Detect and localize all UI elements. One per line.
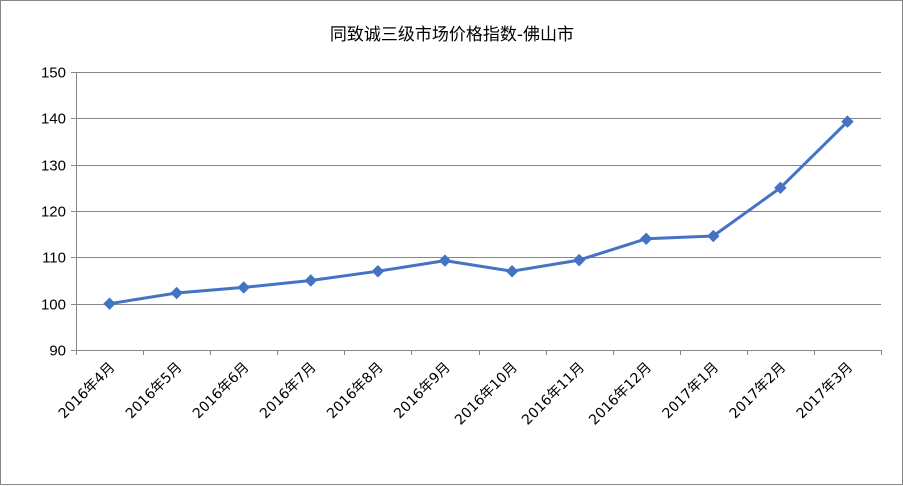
x-tick-label: 2016年6月 — [190, 360, 253, 423]
y-tick-label: 150 — [41, 65, 66, 82]
chart-title: 同致诚三级市场价格指数-佛山市 — [330, 25, 574, 45]
gridlines — [76, 72, 881, 305]
y-tick-label: 110 — [42, 250, 66, 267]
x-tick-label: 2016年4月 — [56, 360, 119, 423]
x-tick-label: 2016年12月 — [586, 360, 655, 429]
axes — [76, 72, 881, 355]
data-point — [505, 265, 519, 278]
x-tick-label: 2017年2月 — [727, 360, 790, 423]
data-point — [170, 286, 183, 300]
x-tick-label: 2016年10月 — [452, 360, 521, 429]
data-point — [707, 229, 720, 243]
y-tick-label: 120 — [41, 204, 66, 221]
y-axis-ticks: 90 100 110 120 130 140 150 — [41, 65, 76, 360]
x-tick-label: 2016年8月 — [324, 360, 387, 423]
data-point — [841, 115, 854, 128]
data-point — [237, 281, 250, 294]
data-point — [371, 265, 385, 278]
y-tick-label: 130 — [41, 158, 66, 175]
x-tick-label: 2016年7月 — [257, 360, 320, 423]
x-axis-ticks: 2016年4月 2016年5月 2016年6月 2016年7月 2016年8月 2016年… — [56, 350, 882, 428]
data-point — [640, 232, 653, 246]
data-point — [572, 253, 586, 267]
x-tick-label: 2016年9月 — [391, 360, 454, 423]
series-layer — [103, 115, 854, 310]
x-tick-label: 2017年1月 — [660, 360, 723, 423]
y-tick-label: 90 — [49, 343, 66, 360]
x-tick-label: 2016年11月 — [519, 360, 588, 429]
data-point — [304, 274, 317, 287]
data-point — [103, 297, 116, 310]
data-point — [438, 254, 452, 267]
data-point — [774, 181, 787, 195]
x-tick-label: 2016年5月 — [123, 360, 186, 423]
series-line — [109, 120, 849, 306]
y-tick-label: 100 — [41, 297, 66, 314]
x-tick-label: 2017年3月 — [794, 360, 857, 423]
y-tick-label: 140 — [41, 111, 66, 128]
